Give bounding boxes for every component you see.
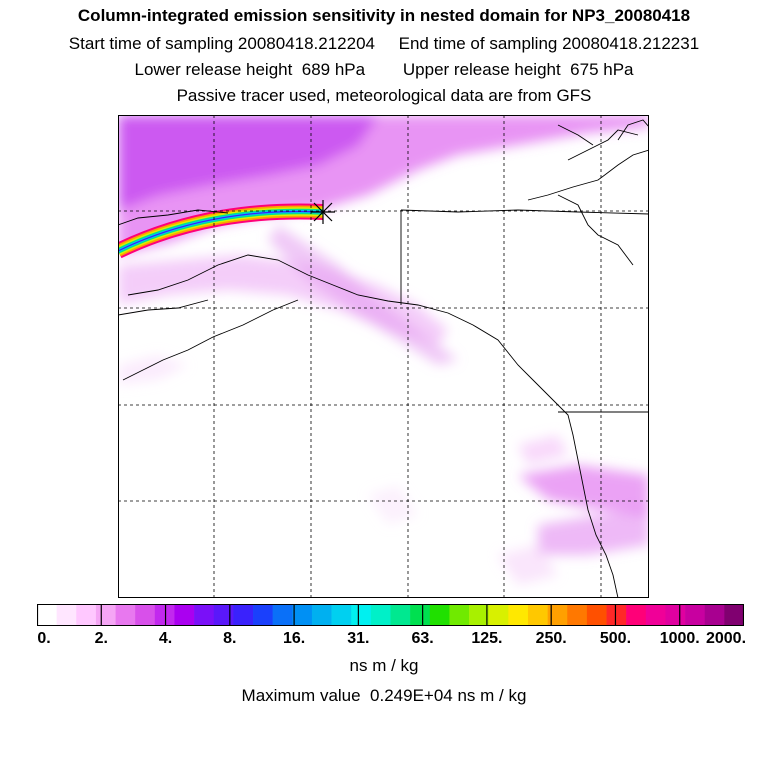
- colorbar-swatch: [154, 604, 175, 626]
- colorbar-swatch: [135, 604, 156, 626]
- colorbar-swatch: [56, 604, 77, 626]
- colorbar-tick-label: 31.: [347, 630, 370, 647]
- colorbar-swatch: [410, 604, 431, 626]
- colorbar-swatch: [429, 604, 450, 626]
- coastlines: [118, 119, 649, 598]
- colorbar-swatch: [469, 604, 489, 626]
- colorbar-swatch: [272, 604, 293, 626]
- colorbar-swatch: [95, 604, 116, 626]
- colorbar-swatch: [311, 604, 332, 626]
- colorbar-swatch: [704, 604, 725, 626]
- colorbar-swatch: [390, 604, 411, 626]
- colorbar-swatch: [292, 604, 313, 626]
- maximum-value-text: Maximum value 0.249E+04 ns m / kg: [241, 686, 527, 705]
- colorbar-tick-label: 2000.: [705, 630, 747, 647]
- colorbar-tick-label: 0.: [37, 630, 51, 647]
- colorbar-tick-label: 8.: [223, 630, 237, 647]
- colorbar-tick-label: 125.: [471, 630, 503, 647]
- colorbar-swatch: [174, 604, 195, 626]
- colorbar-swatch: [567, 604, 588, 626]
- colorbar-swatch: [685, 604, 706, 626]
- colorbar-swatch: [645, 604, 666, 626]
- colorbar-swatch: [37, 604, 57, 626]
- colorbar-swatch: [508, 604, 529, 626]
- colorbar-tick-label: 1000.: [659, 630, 700, 647]
- colorbar-swatch: [626, 604, 647, 626]
- colorbar-swatch: [253, 604, 273, 626]
- colorbar-swatch: [370, 604, 391, 626]
- colorbar-tick-label: 16.: [282, 630, 306, 647]
- colorbar-swatch: [606, 604, 627, 626]
- colorbar-swatch: [233, 604, 254, 626]
- colorbar-swatch: [724, 604, 744, 626]
- colorbar-swatch: [76, 604, 97, 626]
- colorbar-units: ns m / kg: [349, 656, 419, 675]
- sampling-time-line: Start time of sampling 20080418.212204 E…: [68, 34, 700, 53]
- colorbar: [37, 604, 744, 626]
- sensitivity-field: [118, 115, 649, 585]
- plot-title: Column-integrated emission sensitivity i…: [77, 6, 691, 25]
- colorbar-swatch: [586, 604, 607, 626]
- colorbar-tick-label: 4.: [158, 630, 173, 647]
- grid-lines: [118, 115, 649, 598]
- colorbar-swatch: [449, 604, 470, 626]
- colorbar-border: [37, 604, 744, 626]
- colorbar-swatch: [213, 604, 234, 626]
- receptor-marker: [311, 200, 335, 224]
- colorbar-swatch: [527, 604, 548, 626]
- colorbar-swatch: [547, 604, 568, 626]
- colorbar-tick-label: 2.: [94, 630, 108, 647]
- colorbar-swatch: [115, 604, 136, 626]
- colorbar-tick-label: 250.: [535, 630, 567, 647]
- release-height-line: Lower release height 689 hPa Upper relea…: [134, 60, 634, 79]
- colorbar-tick-label: 500.: [599, 630, 632, 647]
- colorbar-swatch: [331, 604, 352, 626]
- colorbar-swatch: [351, 604, 372, 626]
- colorbar-swatch: [665, 604, 686, 626]
- tracer-info-line: Passive tracer used, meteorological data…: [176, 86, 592, 105]
- colorbar-tick-label: 63.: [411, 630, 434, 647]
- colorbar-swatch: [488, 604, 509, 626]
- sensitivity-map: [118, 115, 649, 598]
- colorbar-swatch: [194, 604, 215, 626]
